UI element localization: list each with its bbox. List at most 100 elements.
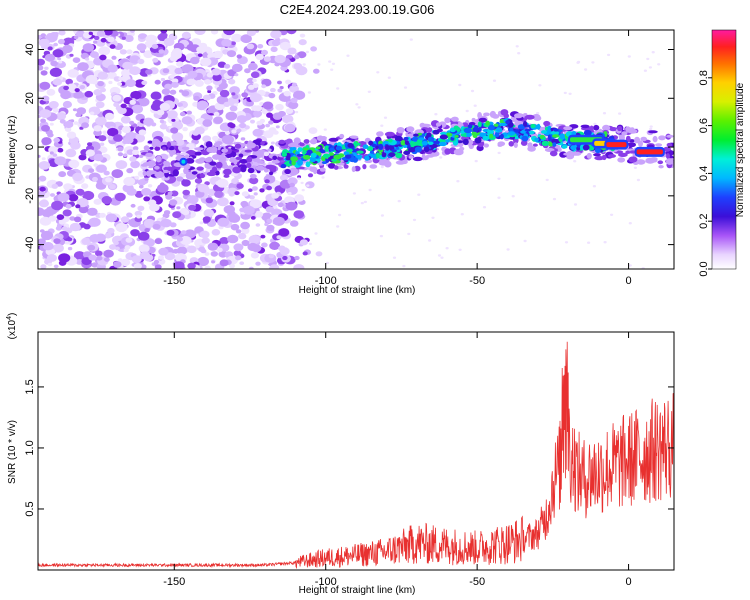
noise-blob — [248, 266, 254, 269]
ridge-blob — [541, 130, 547, 134]
noise-blob — [506, 248, 510, 251]
noise-blob — [41, 95, 50, 102]
noise-blob — [288, 55, 293, 59]
ridge-halo-blob — [147, 140, 153, 144]
noise-blob — [181, 179, 191, 187]
ridge-blob — [303, 147, 309, 151]
noise-blob — [215, 181, 221, 186]
noise-blob — [117, 107, 127, 115]
noise-blob — [568, 92, 572, 96]
ridge-blob — [296, 153, 304, 157]
noise-blob — [65, 203, 72, 209]
ridge-halo-blob — [412, 156, 423, 162]
ridge-blob — [310, 152, 317, 158]
figure-title: C2E4.2024.293.00.19.G06 — [280, 2, 435, 17]
noise-blob — [360, 201, 364, 205]
noise-blob — [231, 129, 237, 134]
noise-blob — [314, 232, 318, 235]
noise-blob — [62, 100, 72, 109]
ridge-blob — [375, 152, 380, 159]
noise-blob — [158, 255, 165, 260]
noise-blob — [226, 50, 237, 58]
noise-blob — [266, 185, 272, 191]
ridge-blob — [450, 136, 455, 141]
noise-blob — [301, 188, 305, 192]
noise-blob — [49, 32, 59, 39]
noise-blob — [177, 102, 184, 108]
noise-blob — [268, 254, 275, 259]
ridge-blob — [364, 155, 370, 161]
noise-blob — [100, 260, 106, 265]
noise-blob — [289, 85, 299, 93]
noise-blob — [473, 104, 477, 107]
noise-blob — [87, 244, 96, 251]
noise-blob — [538, 84, 542, 87]
noise-blob — [266, 224, 275, 231]
ridge-halo-blob — [384, 160, 392, 168]
noise-blob — [93, 125, 102, 132]
noise-blob — [57, 192, 70, 202]
ridge-blob — [303, 155, 311, 160]
noise-blob — [114, 246, 120, 251]
noise-blob — [122, 61, 133, 70]
ridge-halo-blob — [327, 163, 336, 169]
ridge-halo-blob — [636, 159, 646, 165]
ridge-blob — [346, 148, 353, 153]
ridge-halo-blob — [149, 146, 154, 150]
ridge-halo-blob — [513, 142, 518, 148]
noise-blob — [104, 112, 115, 120]
noise-blob — [138, 129, 147, 136]
noise-blob — [187, 262, 196, 269]
noise-blob — [85, 57, 90, 61]
noise-blob — [552, 197, 557, 201]
noise-blob — [38, 154, 41, 158]
noise-blob — [290, 97, 298, 104]
snr-y-label: SNR (10 * v/v) — [7, 420, 18, 484]
ridge-blob — [463, 127, 473, 134]
noise-blob — [53, 264, 59, 269]
noise-blob — [180, 230, 187, 235]
noise-blob — [192, 130, 200, 136]
noise-blob — [202, 135, 212, 143]
noise-blob — [233, 250, 242, 257]
noise-blob — [93, 40, 98, 44]
ridge-blob — [421, 141, 428, 146]
ridge-blob — [524, 128, 531, 132]
ridge-halo-blob — [198, 157, 206, 162]
ridge-halo-blob — [244, 149, 252, 153]
noise-blob — [270, 30, 282, 39]
noise-blob — [78, 205, 89, 214]
ridge-blob — [427, 136, 435, 142]
noise-blob — [163, 176, 170, 181]
noise-blob — [91, 79, 98, 85]
noise-blob — [445, 247, 449, 250]
noise-blob — [210, 251, 218, 257]
noise-blob — [152, 57, 159, 63]
noise-blob — [72, 108, 77, 112]
noise-blob — [38, 191, 46, 198]
ridge-blob — [559, 133, 566, 140]
ridge-halo-blob — [339, 133, 345, 139]
noise-blob — [633, 166, 638, 169]
noise-blob — [39, 81, 51, 90]
noise-blob — [54, 156, 67, 166]
noise-blob — [72, 172, 83, 182]
noise-blob — [136, 214, 142, 219]
ridge-blob — [493, 123, 499, 127]
noise-blob — [126, 49, 133, 55]
noise-blob — [256, 210, 261, 214]
noise-blob — [93, 198, 102, 205]
noise-blob — [279, 247, 290, 256]
noise-blob — [113, 102, 120, 107]
ridge-halo-blob — [162, 146, 167, 151]
ridge-halo-blob — [655, 143, 663, 147]
noise-blob — [137, 97, 150, 107]
ridge-halo-blob — [580, 124, 590, 129]
ridge-blob — [505, 120, 510, 125]
ridge-tail-core — [606, 142, 627, 148]
ridge-halo-blob — [406, 126, 415, 133]
noise-blob — [212, 73, 222, 82]
ridge-halo-blob — [658, 165, 664, 169]
noise-blob — [263, 130, 274, 139]
